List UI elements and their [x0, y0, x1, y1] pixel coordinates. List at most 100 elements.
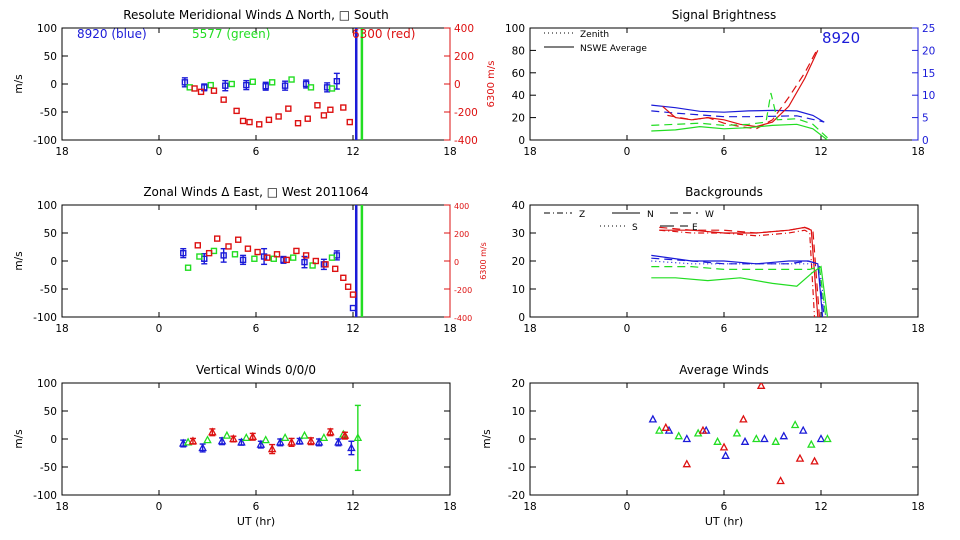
- x-tick-label: 6: [721, 323, 728, 335]
- data-point-red: [188, 436, 198, 445]
- x-tick-label: 6: [721, 146, 728, 158]
- data-point-red: [306, 436, 316, 445]
- y2-tick-label: -400: [454, 135, 478, 147]
- y-tick-label: 40: [512, 200, 525, 212]
- chart-title: Signal Brightness: [672, 8, 777, 22]
- y2-tick-label: 5: [922, 113, 929, 125]
- y2-axis-label: 6300 m/s: [486, 61, 497, 108]
- y-tick-label: -100: [33, 312, 57, 324]
- y-tick-label: 0: [518, 312, 525, 324]
- data-point-green: [268, 79, 276, 86]
- data-point-green: [713, 436, 722, 445]
- meridional-panel: Resolute Meridional Winds Δ North, □ Sou…: [13, 8, 497, 158]
- data-point-blue: [260, 253, 268, 260]
- data-point-red: [320, 112, 328, 119]
- data-point-red: [314, 102, 321, 109]
- data-point-red: [283, 256, 290, 264]
- y-tick-label: 100: [37, 23, 57, 35]
- data-point-blue: [275, 437, 285, 446]
- data-point-red: [349, 291, 357, 298]
- data-point-red: [256, 121, 263, 128]
- data-point-green: [288, 76, 295, 83]
- x-tick-label: 12: [814, 501, 827, 513]
- data-point-blue: [334, 437, 343, 446]
- y-tick-label: 50: [44, 51, 57, 63]
- data-point-red: [287, 437, 296, 446]
- data-point-red: [210, 87, 218, 94]
- data-point-blue: [181, 79, 189, 86]
- data-point-red: [233, 107, 240, 115]
- x-tick-label: 18: [523, 323, 536, 335]
- y-tick-label: -100: [33, 490, 57, 502]
- data-point-red: [264, 254, 271, 261]
- y2-tick-label: 0: [454, 258, 459, 267]
- data-point-red: [191, 85, 198, 92]
- data-point-green: [771, 436, 781, 445]
- series-line-green: [651, 123, 828, 140]
- data-point-green: [270, 255, 277, 262]
- data-point-red: [332, 265, 339, 273]
- data-point-blue: [217, 436, 227, 445]
- y-tick-label: -50: [40, 284, 57, 296]
- data-point-blue: [349, 304, 357, 312]
- data-point-blue: [237, 437, 246, 446]
- y-tick-label: 40: [512, 90, 525, 102]
- chart-title: Average Winds: [679, 363, 769, 377]
- data-point-blue: [295, 436, 304, 445]
- y-tick-label: 20: [512, 256, 525, 268]
- y-tick-label: 0: [50, 256, 57, 268]
- y2-tick-label: 400: [454, 23, 474, 35]
- data-point-red: [326, 427, 335, 436]
- data-point-green: [196, 253, 203, 260]
- x-tick-label: 0: [624, 501, 631, 513]
- legend-entry: Zenith: [580, 30, 609, 40]
- data-point-red: [244, 245, 252, 252]
- legend-entry: W: [705, 210, 714, 220]
- series-line-blue: [651, 257, 825, 317]
- y-tick-label: 100: [37, 200, 57, 212]
- x-tick-label: 12: [814, 146, 827, 158]
- data-point-red: [248, 431, 258, 440]
- data-point-red: [682, 459, 692, 468]
- y-tick-label: -50: [40, 462, 57, 474]
- data-point-red: [340, 430, 350, 439]
- x-tick-label: 18: [443, 146, 456, 158]
- data-point-blue: [180, 249, 187, 257]
- data-point-blue: [648, 414, 658, 423]
- data-point-blue: [262, 83, 269, 90]
- data-point-green: [309, 262, 316, 269]
- legend-entry: S: [632, 223, 638, 233]
- data-point-blue: [243, 81, 250, 89]
- data-point-red: [213, 235, 221, 242]
- data-point-red: [208, 427, 217, 436]
- data-point-red: [661, 422, 671, 431]
- data-point-green: [228, 80, 235, 88]
- x-tick-label: 18: [523, 501, 536, 513]
- data-point-green: [307, 84, 315, 91]
- x-tick-label: 18: [55, 323, 68, 335]
- data-point-green: [261, 435, 270, 444]
- y2-tick-label: 20: [922, 45, 935, 57]
- data-point-blue: [798, 425, 808, 434]
- data-point-red: [302, 252, 310, 259]
- legend-entry: NSWE Average: [580, 44, 647, 54]
- y2-tick-label: -400: [454, 314, 472, 323]
- y-tick-label: 0: [50, 434, 57, 446]
- y-tick-label: 0: [518, 135, 525, 147]
- x-tick-label: 18: [443, 323, 456, 335]
- data-point-green: [203, 435, 212, 444]
- data-point-green: [280, 432, 290, 442]
- data-point-green: [823, 434, 832, 443]
- data-point-red: [246, 118, 253, 126]
- y-axis-label: m/s: [13, 74, 25, 93]
- y-tick-label: 20: [512, 113, 525, 125]
- data-point-blue: [256, 439, 266, 448]
- data-point-blue: [816, 434, 826, 443]
- y2-tick-label: 25: [922, 23, 935, 35]
- plot-area: [180, 205, 364, 317]
- y2-tick-label: 0: [454, 79, 461, 91]
- series-line-red: [659, 226, 820, 317]
- data-point-red: [229, 434, 238, 443]
